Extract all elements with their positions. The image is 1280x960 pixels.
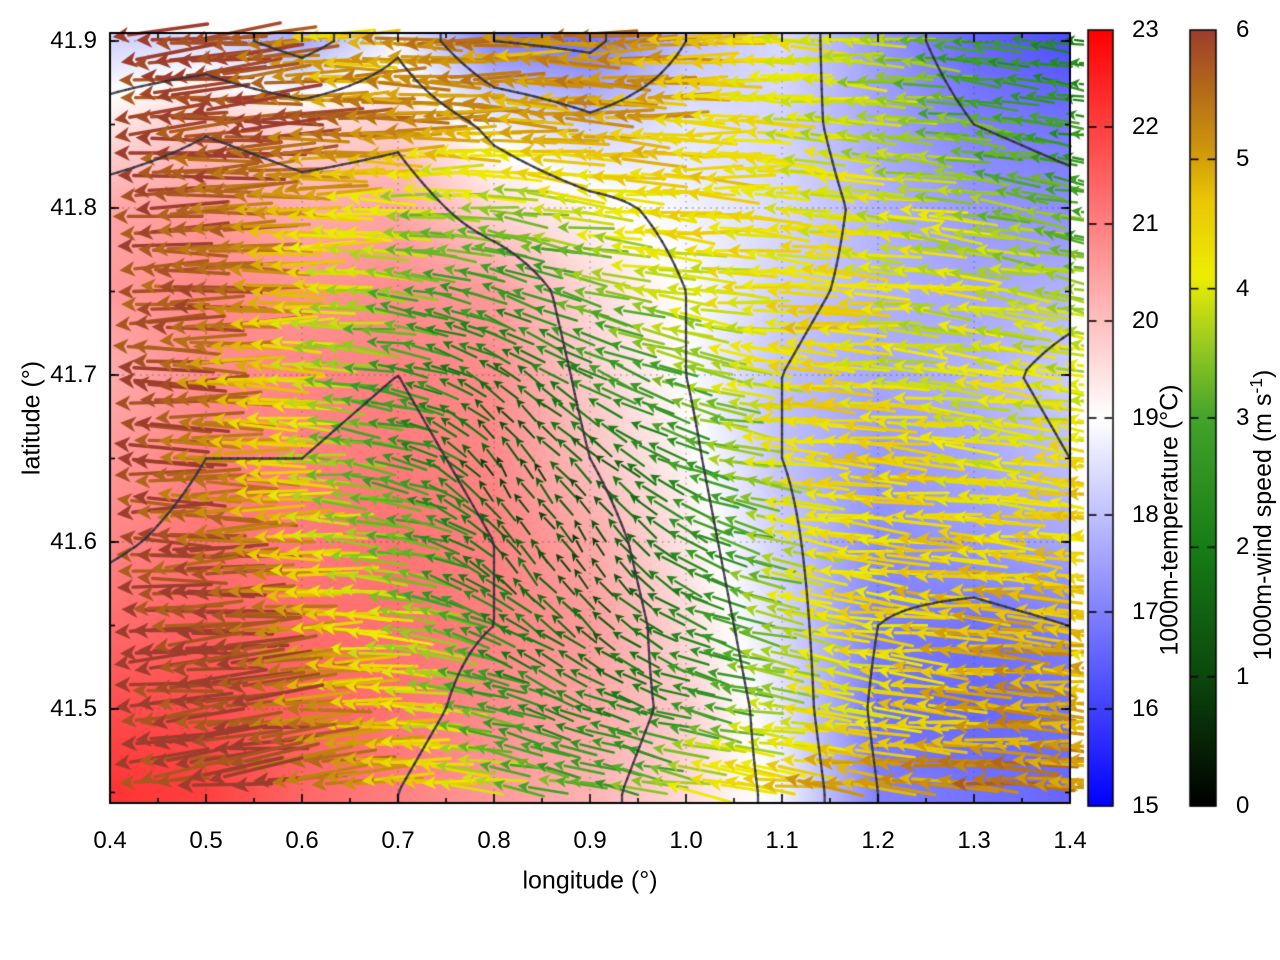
windspeed-cbar-tick-label: 6	[1236, 16, 1250, 43]
x-tick-label: 1.2	[861, 827, 895, 854]
x-axis-label: longitude (°)	[522, 866, 658, 895]
windspeed-cbar-tick-label: 1	[1236, 662, 1250, 690]
x-tick-label: 1.3	[957, 827, 991, 854]
temperature-cbar-tick-label: 17	[1132, 598, 1159, 625]
y-tick-label: 41.7	[50, 360, 97, 388]
x-tick-label: 0.9	[573, 827, 607, 854]
temperature-cbar-tick-label: 23	[1132, 16, 1159, 43]
x-tick-label: 0.6	[285, 827, 319, 854]
windspeed-colorbar-label: 1000m-wind speed (m s-1)	[1246, 370, 1278, 661]
windspeed-cbar-tick-label: 2	[1236, 533, 1250, 561]
temperature-cbar-tick-label: 18	[1132, 501, 1159, 528]
y-tick-label: 41.8	[50, 194, 97, 221]
x-tick-label: 0.7	[381, 827, 415, 854]
windspeed-cbar-tick-label: 5	[1236, 145, 1250, 173]
x-tick-label: 0.5	[189, 827, 223, 854]
windspeed-cbar-tick-label: 3	[1236, 404, 1250, 431]
temperature-colorbar-label: 1000m-temperature (°C)	[1155, 384, 1184, 656]
temperature-cbar-tick-label: 21	[1132, 210, 1159, 237]
y-tick-label: 41.6	[50, 527, 97, 555]
windspeed-label-prefix: 1000m-wind speed (m s	[1249, 393, 1278, 661]
temperature-cbar-tick-label: 22	[1132, 113, 1159, 140]
temperature-cbar-tick-label: 16	[1132, 695, 1159, 722]
windspeed-cbar-tick-label: 0	[1236, 792, 1250, 819]
temperature-cbar-tick-label: 20	[1132, 307, 1159, 334]
x-tick-label: 0.4	[93, 827, 127, 854]
x-tick-label: 0.8	[477, 827, 511, 854]
windspeed-cbar-tick-label: 4	[1236, 274, 1250, 302]
temperature-cbar-tick-label: 15	[1132, 792, 1159, 819]
y-tick-label: 41.5	[50, 694, 97, 722]
windspeed-label-superscript: -1	[1245, 377, 1266, 394]
temperature-cbar-tick-label: 19	[1132, 404, 1159, 431]
x-tick-label: 1.0	[669, 827, 703, 854]
windspeed-label-suffix: )	[1249, 369, 1278, 378]
x-tick-label: 1.1	[765, 827, 799, 854]
x-tick-label: 1.4	[1053, 827, 1087, 854]
y-tick-label: 41.9	[50, 27, 97, 54]
y-axis-label: latitude (°)	[17, 360, 46, 476]
